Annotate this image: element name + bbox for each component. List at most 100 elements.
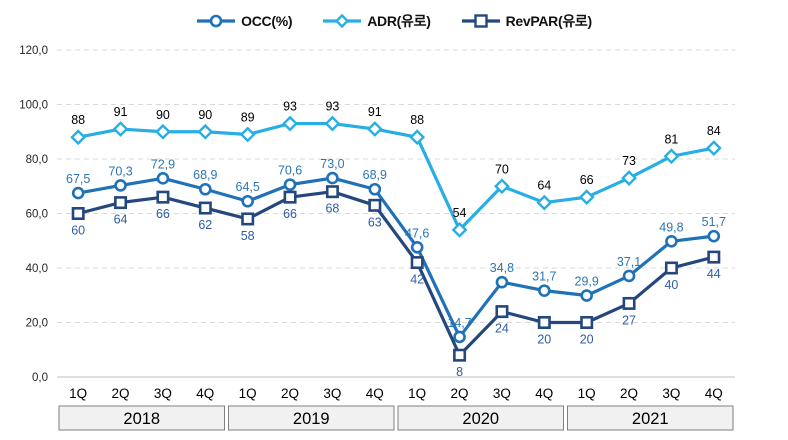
value-label: 20 bbox=[580, 333, 594, 347]
value-label: 66 bbox=[580, 173, 594, 187]
year-label: 2019 bbox=[293, 410, 330, 428]
value-label: 84 bbox=[707, 124, 721, 138]
revpar-line-square-icon bbox=[461, 14, 500, 28]
y-tick-label: 80,0 bbox=[26, 154, 48, 166]
series-line-2 bbox=[77, 190, 715, 357]
value-label: 24 bbox=[495, 322, 509, 336]
y-tick-label: 20,0 bbox=[26, 318, 48, 330]
data-point bbox=[409, 129, 426, 146]
data-point bbox=[451, 221, 468, 238]
value-label: 70 bbox=[495, 162, 509, 176]
year-box bbox=[58, 405, 225, 431]
x-tick-label: 1Q bbox=[69, 386, 87, 401]
value-label: 68,9 bbox=[193, 168, 217, 182]
value-label: 42 bbox=[410, 273, 424, 287]
value-label: 64 bbox=[114, 213, 128, 227]
series-line-0 bbox=[77, 176, 715, 339]
value-label: 67,5 bbox=[66, 172, 90, 186]
adr-line-diamond-icon bbox=[323, 14, 362, 28]
year-box bbox=[567, 405, 734, 431]
data-point bbox=[114, 196, 128, 210]
data-point bbox=[495, 305, 509, 319]
data-point bbox=[707, 250, 721, 264]
value-label: 91 bbox=[368, 105, 382, 119]
value-label: 90 bbox=[198, 108, 212, 122]
data-point bbox=[326, 171, 339, 185]
x-tick-label: 3Q bbox=[662, 386, 680, 401]
data-point bbox=[325, 185, 339, 199]
value-label: 31,7 bbox=[532, 270, 556, 284]
value-label: 8 bbox=[456, 365, 463, 379]
legend-label-revpar: RevPAR(유로) bbox=[505, 13, 593, 29]
data-point bbox=[410, 256, 424, 270]
data-point bbox=[622, 296, 636, 310]
data-point bbox=[538, 284, 551, 297]
value-label: 90 bbox=[156, 108, 170, 122]
year-box bbox=[397, 405, 564, 431]
value-label: 88 bbox=[410, 113, 424, 127]
data-point bbox=[580, 315, 594, 329]
data-point bbox=[621, 170, 637, 186]
data-point bbox=[410, 240, 424, 254]
value-label: 44 bbox=[707, 267, 721, 281]
value-label: 34,8 bbox=[490, 261, 514, 275]
data-point bbox=[239, 126, 256, 143]
x-tick-label: 1Q bbox=[408, 386, 426, 401]
value-label: 58 bbox=[241, 229, 255, 243]
x-tick-label: 3Q bbox=[323, 386, 341, 401]
data-point bbox=[494, 178, 510, 195]
value-label: 64 bbox=[537, 179, 551, 193]
y-tick-label: 120,0 bbox=[19, 45, 48, 57]
value-label: 93 bbox=[283, 100, 297, 114]
year-label: 2018 bbox=[123, 410, 160, 428]
value-label: 47,6 bbox=[405, 226, 429, 240]
data-point bbox=[71, 186, 85, 200]
x-tick-label: 1Q bbox=[578, 386, 596, 401]
data-point bbox=[622, 269, 636, 283]
value-label: 66 bbox=[283, 207, 297, 221]
value-label: 93 bbox=[325, 100, 339, 114]
y-tick-label: 60,0 bbox=[26, 209, 48, 221]
data-point bbox=[324, 115, 341, 132]
data-point bbox=[707, 229, 721, 243]
value-label: 27 bbox=[622, 313, 636, 327]
y-tick-label: 0,0 bbox=[32, 372, 48, 384]
data-point bbox=[453, 330, 466, 344]
data-point bbox=[198, 201, 212, 215]
data-point bbox=[537, 315, 551, 329]
data-point bbox=[282, 115, 298, 132]
x-tick-label: 4Q bbox=[535, 386, 553, 401]
value-label: 62 bbox=[198, 218, 212, 232]
value-label: 73 bbox=[622, 154, 636, 168]
value-label: 68,9 bbox=[363, 168, 387, 182]
legend-label-occ: OCC(%) bbox=[241, 13, 293, 29]
data-point bbox=[114, 179, 127, 192]
data-point bbox=[453, 348, 467, 362]
data-point bbox=[368, 182, 382, 196]
value-label: 54 bbox=[453, 206, 467, 220]
value-label: 73,0 bbox=[320, 157, 344, 171]
x-tick-label: 2Q bbox=[620, 386, 638, 401]
chart-legend: OCC(%) ADR(유로) RevPAR(유로) bbox=[0, 8, 788, 34]
value-label: 66 bbox=[156, 207, 170, 221]
x-tick-label: 2Q bbox=[281, 386, 299, 401]
data-point bbox=[368, 198, 382, 212]
value-label: 81 bbox=[664, 132, 678, 146]
data-point bbox=[664, 261, 678, 275]
value-label: 14,7 bbox=[447, 316, 471, 330]
legend-item-adr: ADR(유로) bbox=[322, 11, 431, 31]
legend-item-occ: OCC(%) bbox=[196, 13, 293, 29]
y-tick-label: 40,0 bbox=[26, 263, 48, 275]
data-point bbox=[705, 140, 722, 156]
data-point bbox=[241, 194, 254, 208]
value-label: 37,1 bbox=[617, 255, 641, 269]
data-point bbox=[197, 123, 214, 140]
year-box bbox=[228, 405, 395, 431]
data-point bbox=[70, 129, 87, 146]
value-label: 68 bbox=[325, 202, 339, 216]
x-tick-label: 3Q bbox=[154, 386, 172, 401]
data-point bbox=[283, 190, 297, 204]
value-label: 91 bbox=[114, 105, 128, 119]
data-point bbox=[366, 121, 383, 137]
